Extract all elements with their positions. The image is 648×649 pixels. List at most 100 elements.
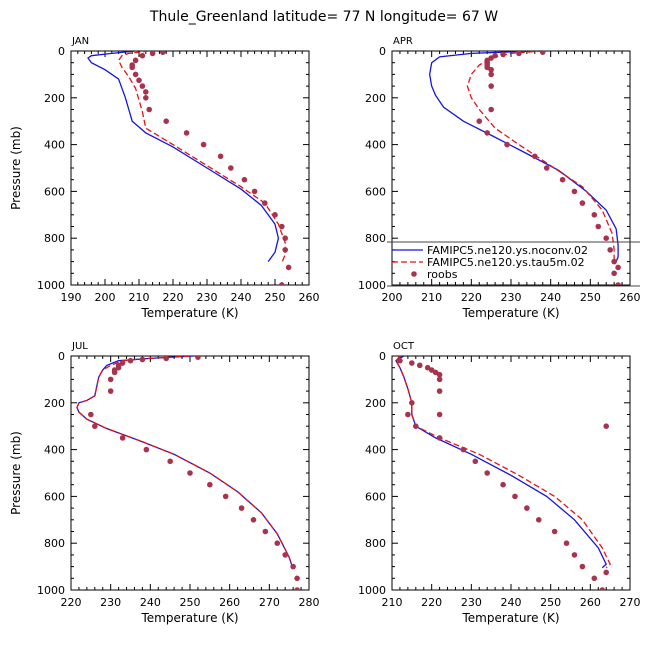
roobs-point xyxy=(524,505,530,511)
roobs-point xyxy=(416,362,423,369)
x-tick-label: 230 xyxy=(197,291,218,304)
roobs-point xyxy=(472,458,479,465)
x-tick-label: 250 xyxy=(180,596,201,609)
series-group xyxy=(87,51,292,285)
x-tick-label: 260 xyxy=(299,291,320,304)
roobs-point xyxy=(282,552,289,558)
x-tick-label: 250 xyxy=(580,291,601,304)
roobs-point xyxy=(136,77,142,84)
series-group xyxy=(395,356,611,590)
x-tick-label: 240 xyxy=(140,596,161,609)
y-tick-label: 200 xyxy=(365,92,386,105)
plot-frame xyxy=(70,50,310,286)
roobs-point xyxy=(282,247,289,253)
x-tick-label: 270 xyxy=(259,596,280,609)
x-tick-label: 220 xyxy=(61,596,82,609)
roobs-point xyxy=(409,360,415,366)
figure-title: Thule_Greenland latitude= 77 N longitude… xyxy=(149,9,498,25)
y-tick-label: 400 xyxy=(44,444,65,457)
y-tick-label: 600 xyxy=(44,185,65,198)
roobs-point xyxy=(397,357,403,364)
roobs-point xyxy=(294,587,300,590)
roobs-point xyxy=(143,89,149,95)
roobs-point xyxy=(146,106,152,113)
y-tick-label: 1000 xyxy=(37,584,65,597)
roobs-point xyxy=(160,51,166,55)
y-tick-label: 0 xyxy=(58,45,65,58)
legend-entry: FAMIPC5.ne120.ys.noconv.02 xyxy=(427,244,588,257)
y-tick-label: 200 xyxy=(44,397,65,410)
roobs-point xyxy=(250,517,257,523)
roobs-point xyxy=(591,575,598,582)
roobs-point xyxy=(603,569,609,576)
x-tick-label: 210 xyxy=(382,596,403,609)
x-tick-label: 240 xyxy=(540,291,561,304)
roobs-point xyxy=(603,235,609,241)
y-axis-label: Pressure (mb) xyxy=(9,126,23,210)
panel-jul: 220 230 240 250 260 270 280 0 200 400 600 800 1000 Te… xyxy=(9,341,320,625)
roobs-point xyxy=(500,481,506,488)
roobs-point xyxy=(595,223,602,230)
roobs-point xyxy=(488,83,494,89)
x-tick-label: 260 xyxy=(219,596,240,609)
y-tick-label: 400 xyxy=(365,444,386,457)
roobs-point xyxy=(228,165,234,171)
roobs-point xyxy=(603,423,609,430)
roobs-point xyxy=(290,563,296,570)
noconv-line xyxy=(429,51,619,262)
roobs-point xyxy=(615,264,621,271)
roobs-point xyxy=(571,552,578,558)
x-tick-label: 210 xyxy=(129,291,150,304)
x-tick-label: 280 xyxy=(299,596,320,609)
roobs-point xyxy=(207,481,213,488)
roobs-point xyxy=(127,357,134,364)
x-tick-label: 270 xyxy=(620,596,641,609)
y-axis-label: Pressure (mb) xyxy=(9,431,23,515)
roobs-point xyxy=(200,141,207,148)
roobs-point xyxy=(409,400,415,406)
y-tick-label: 600 xyxy=(365,490,386,503)
y-tick-label: 600 xyxy=(44,490,65,503)
panel-jan: 190 200 210 220 230 240 250 260 0 200 400 600 800 100… xyxy=(9,36,320,320)
roobs-point xyxy=(183,130,190,136)
roobs-point xyxy=(195,356,201,360)
roobs-point xyxy=(119,435,126,441)
x-axis-label: Temperature (K) xyxy=(140,306,238,320)
roobs-point xyxy=(436,411,443,418)
roobs-point xyxy=(516,51,522,57)
roobs-point xyxy=(139,83,146,89)
roobs-point xyxy=(251,188,258,195)
roobs-point xyxy=(187,470,193,476)
roobs-point xyxy=(107,388,114,394)
roobs-point xyxy=(111,369,118,376)
x-tick-label: 220 xyxy=(163,291,184,304)
roobs-point xyxy=(139,356,146,363)
roobs-point xyxy=(611,258,617,265)
x-tick-label: 230 xyxy=(461,596,482,609)
tau5m-line xyxy=(117,51,286,264)
y-tick-label: 400 xyxy=(44,139,65,152)
noconv-line xyxy=(395,356,607,569)
roobs-point xyxy=(163,356,169,362)
roobs-point xyxy=(571,188,578,195)
series-group xyxy=(429,51,621,285)
roobs-point xyxy=(484,470,491,476)
roobs-point xyxy=(607,247,613,253)
roobs-point xyxy=(149,51,156,57)
tau5m-line xyxy=(466,51,615,262)
x-tick-label: 250 xyxy=(540,596,561,609)
roobs-point xyxy=(543,165,550,171)
tau5m-line xyxy=(76,356,294,570)
x-tick-label: 220 xyxy=(461,291,482,304)
roobs-point xyxy=(143,95,149,101)
x-tick-label: 260 xyxy=(620,291,641,304)
roobs-point xyxy=(222,493,229,500)
legend: FAMIPC5.ne120.ys.noconv.02FAMIPC5.ne120.… xyxy=(387,241,640,287)
roobs-point xyxy=(488,106,494,113)
x-tick-label: 260 xyxy=(580,596,601,609)
panel-label: JUL xyxy=(71,341,88,352)
y-tick-label: 0 xyxy=(379,350,386,363)
x-axis-label: Temperature (K) xyxy=(461,306,559,320)
roobs-point xyxy=(167,458,173,465)
